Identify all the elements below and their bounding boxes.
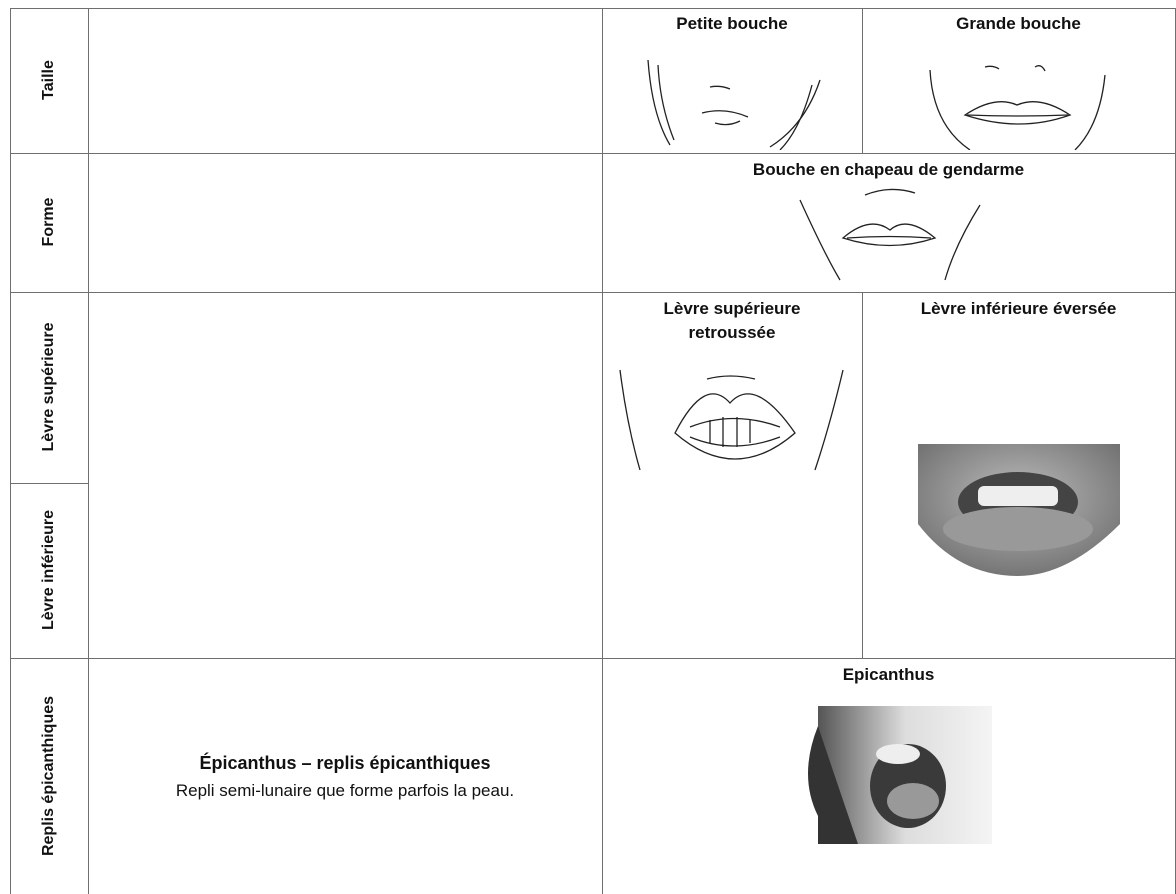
- caption: Grande bouche: [956, 14, 1081, 33]
- sketch-upper-lip: [619, 369, 844, 471]
- col-line: [88, 8, 89, 894]
- border: [10, 8, 11, 894]
- caption: Petite bouche: [676, 14, 788, 33]
- row-label: Forme: [40, 197, 57, 247]
- row-line: [10, 483, 88, 484]
- sketch-large-mouth: [929, 65, 1106, 150]
- col-line: [862, 8, 863, 153]
- row-label: Replis épicanthiques: [40, 695, 57, 857]
- row-line: [10, 658, 1176, 659]
- col-line: [862, 292, 863, 658]
- sketch-small-mouth: [647, 59, 821, 150]
- row-label: Taille: [40, 60, 57, 100]
- row-line: [10, 292, 1176, 293]
- caption: Lèvre supérieure retroussée: [663, 299, 801, 342]
- photo-epicanthus: [808, 706, 992, 844]
- sketch-gendarme-mouth: [799, 188, 981, 281]
- row-label: Lèvre inférieure: [40, 509, 57, 631]
- row-line: [10, 153, 1176, 154]
- row-label: Lèvre supérieure: [40, 322, 57, 452]
- description-text: Repli semi-lunaire que forme parfois la …: [175, 781, 515, 800]
- caption: Epicanthus: [842, 665, 935, 684]
- border: [10, 8, 1176, 9]
- photo-lower-lip: [918, 444, 1120, 576]
- caption: Bouche en chapeau de gendarme: [752, 160, 1025, 179]
- col-line: [602, 8, 603, 894]
- description-title: Épicanthus – replis épicanthiques: [199, 753, 491, 773]
- caption: Lèvre inférieure éversée: [920, 299, 1117, 318]
